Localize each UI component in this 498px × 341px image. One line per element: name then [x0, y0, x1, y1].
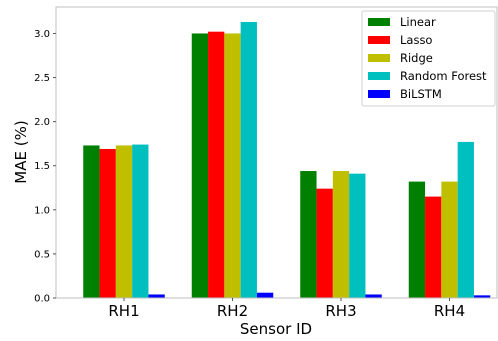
legend-label-random-forest: Random Forest [400, 69, 487, 83]
bar-linear-rh4 [409, 182, 425, 298]
legend-swatch-random-forest [368, 72, 390, 80]
bar-lasso-rh3 [317, 189, 333, 298]
x-tick-label-rh2: RH2 [217, 302, 248, 320]
y-tick-label: 0.5 [34, 249, 50, 260]
bar-bilstm-rh2 [257, 293, 273, 298]
bar-lasso-rh2 [208, 32, 224, 298]
legend-swatch-bilstm [368, 90, 390, 98]
y-tick-label: 1.0 [34, 205, 50, 216]
bar-ridge-rh2 [224, 33, 240, 298]
legend-label-ridge: Ridge [400, 51, 433, 65]
legend: Linear Lasso Ridge Random Forest BiLSTM [362, 11, 495, 106]
legend-label-linear: Linear [400, 15, 436, 29]
bar-random-forest-rh4 [458, 142, 474, 298]
y-tick-label: 0.0 [34, 294, 50, 305]
bar-linear-rh3 [300, 171, 316, 298]
y-tick-label: 2.5 [34, 73, 50, 84]
legend-swatch-lasso [368, 36, 390, 44]
y-axis-title: MAE (%) [12, 120, 30, 183]
y-tick-label: 2.0 [34, 117, 50, 128]
bar-linear-rh1 [83, 145, 99, 298]
bar-lasso-rh1 [100, 149, 116, 298]
bar-random-forest-rh3 [349, 174, 365, 298]
bar-linear-rh2 [192, 33, 208, 298]
legend-swatch-linear [368, 18, 390, 26]
bar-ridge-rh4 [441, 182, 457, 298]
legend-label-lasso: Lasso [400, 33, 432, 47]
x-axis-title: Sensor ID [240, 320, 312, 338]
y-tick-label: 3.0 [34, 29, 50, 40]
x-tick-label-rh4: RH4 [434, 302, 465, 320]
bar-random-forest-rh1 [132, 145, 148, 298]
bar-bilstm-rh1 [148, 294, 164, 298]
y-axis: 0.0 0.5 1.0 1.5 2.0 2.5 3.0 [34, 29, 56, 305]
x-axis: RH1 RH2 RH3 RH4 [108, 298, 465, 320]
bar-ridge-rh1 [116, 145, 132, 298]
y-tick-label: 1.5 [34, 161, 50, 172]
legend-label-bilstm: BiLSTM [400, 87, 442, 101]
bar-bilstm-rh3 [365, 294, 381, 298]
x-tick-label-rh1: RH1 [108, 302, 139, 320]
bar-random-forest-rh2 [241, 22, 257, 298]
legend-swatch-ridge [368, 54, 390, 62]
x-tick-label-rh3: RH3 [325, 302, 356, 320]
bar-ridge-rh3 [333, 171, 349, 298]
bar-lasso-rh4 [425, 197, 441, 298]
